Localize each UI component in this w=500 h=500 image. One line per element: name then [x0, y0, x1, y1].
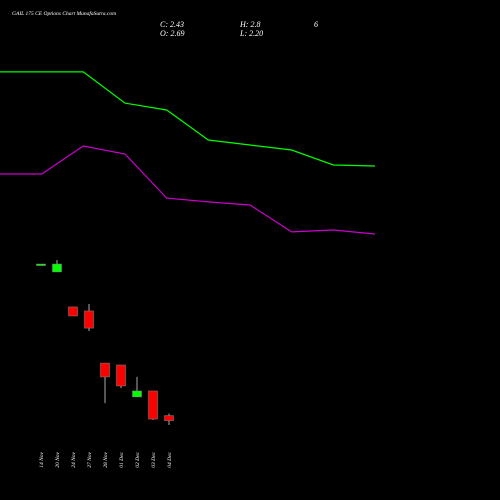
- x-tick-label: 28 Nov: [103, 451, 109, 467]
- x-tick-label: 20 Nov: [55, 451, 61, 467]
- x-tick-label: 27 Nov: [87, 451, 93, 467]
- info-volume: 6: [314, 20, 318, 29]
- info-high: H: 2.8: [239, 20, 260, 29]
- x-tick-label: 14 Nov: [38, 451, 45, 467]
- info-open: O: 2.69: [160, 29, 184, 38]
- x-tick-label: 02 Dec: [135, 451, 141, 467]
- x-tick-label: 03 Dec: [151, 451, 157, 467]
- x-tick-label: 01 Dec: [119, 451, 125, 467]
- candle-body: [116, 364, 126, 387]
- info-low: L: 2.20: [239, 29, 263, 38]
- candle-body: [84, 310, 94, 329]
- x-tick-label: 04 Dec: [166, 451, 173, 467]
- chart-title: GAIL 175 CE Options Chart MunafaSutra.co…: [12, 10, 116, 17]
- candle-body: [36, 263, 46, 266]
- indicator-line: [0, 71, 376, 167]
- info-close: C: 2.43: [160, 20, 184, 29]
- x-tick-label: 24 Nov: [70, 451, 77, 467]
- candle-body: [164, 415, 174, 421]
- indicator-line: [0, 145, 376, 235]
- candle-body: [68, 306, 78, 317]
- candle-body: [148, 390, 158, 420]
- candle-body: [100, 362, 110, 378]
- candle-body: [52, 263, 62, 273]
- candle-body: [132, 390, 142, 398]
